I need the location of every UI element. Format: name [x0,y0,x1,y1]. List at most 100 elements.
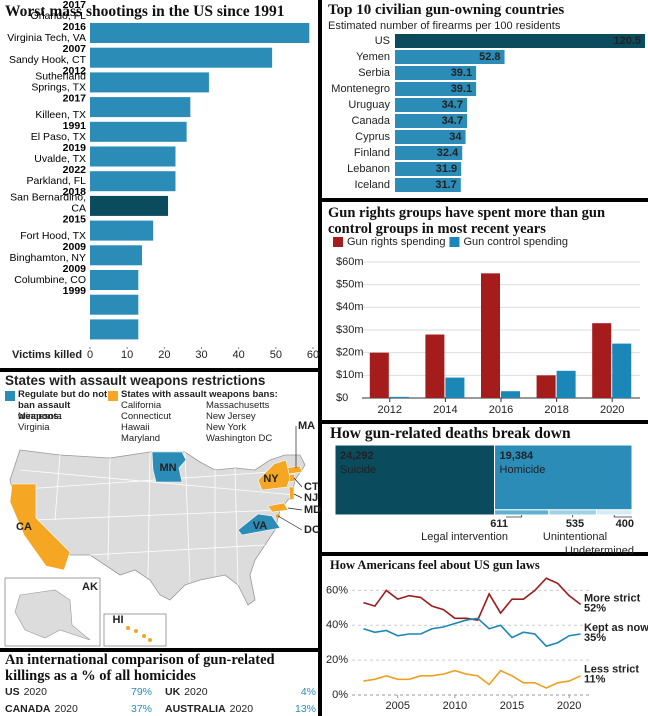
year-label: 2009 [62,263,86,275]
bar [90,146,176,167]
category-label: Yemen [356,51,390,63]
country: CANADA [5,703,51,715]
bar-label: Orlando, FL 2016 [0,11,86,33]
series-label: Kept as now [584,622,648,634]
treemap-cell [595,509,633,516]
treemap-cell [548,509,597,516]
x-tick-label: 0 [87,349,93,361]
category-label: Sandy Hook, CT [8,54,86,66]
chart-subtitle: Estimated number of firearms per 100 res… [328,20,561,32]
state-label: MA [298,420,315,432]
bar [90,220,154,241]
value: 4% [300,686,316,698]
bar [90,294,139,315]
x-tick-label: 50 [270,349,282,361]
value-label: 11% [584,674,606,686]
legend-label: Gun control spending [463,236,568,248]
bar [389,396,409,398]
state [134,629,138,633]
country-outline [9,449,306,606]
category-label: US [375,35,390,47]
chart-title: Gun rights groups have spent more than g… [328,205,606,237]
x-tick-label: 2020 [600,404,624,416]
legend-state: New Jersey [206,411,256,422]
year-label: 1991 [62,120,86,132]
bar-label: Uvalde, TX 2022 [0,154,86,176]
bar [501,391,521,398]
panel [322,0,648,198]
category-label: Parkland, FL [26,175,86,187]
category-label: San Bernardino, CA [10,191,86,215]
bar [395,146,463,160]
state-borders [9,451,301,586]
category-label: Unintentional [543,531,607,543]
y-tick-label: 0% [332,689,348,701]
x-tick-label: 2014 [433,404,457,416]
state [267,502,289,513]
x-tick-label: 2020 [557,700,581,712]
x-tick-label: 60 [307,349,319,361]
leader-line [287,507,303,511]
legend-state: Virginia [18,422,50,433]
bar [556,370,576,398]
state-label: MD [304,504,321,516]
bar [536,375,556,398]
bar [90,121,187,142]
value-label: 24,292 [340,450,374,462]
chart-title: Worst mass shootings in the US since 199… [5,3,285,20]
year-label: 2016 [62,21,86,33]
legend-swatch [108,391,118,401]
category-label: El Paso, TX [30,131,86,143]
x-tick-label: 10 [121,349,133,361]
bar [90,195,169,216]
bar-label: Columbine, CO 1999 [0,275,86,297]
category-label: Canada [351,115,390,127]
value-label: 120.5 [613,35,641,47]
bar [395,50,505,64]
value-label: 400 [616,518,634,530]
state [237,513,281,536]
value: 37% [130,703,152,715]
category-label: Columbine, CO [14,274,86,286]
x-tick-label: 2018 [544,404,568,416]
y-tick-label: $10m [336,369,364,381]
state [148,638,152,642]
category-label: Binghamton, NY [9,252,86,264]
bar-label: San Bernardino, CA 2015 [0,191,86,226]
y-tick-label: $30m [336,324,364,336]
category-label: Suicide [340,464,376,476]
state [151,451,187,483]
leader-line [293,493,303,499]
value-label: 34.7 [442,99,463,111]
bar-label: Parkland, FL 2018 [0,176,86,198]
country: AUSTRALIA [165,703,226,715]
state [288,486,295,501]
bar-label: Killeen, TX 1991 [0,110,86,132]
x-tick-label: 2015 [500,700,524,712]
state-label: CT [304,481,319,493]
y-tick-label: $40m [336,301,364,313]
year-label: 2012 [62,65,86,77]
value-label: 34 [449,131,462,143]
bar-label: Las Vegas, NV2017 [0,0,86,11]
value: 13% [294,703,316,715]
year-label: 2018 [62,186,86,198]
map-title: States with assault weapons restrictions [5,373,266,388]
chart-title: How Americans feel about US gun laws [330,558,540,572]
bar [395,178,461,192]
value-label: 611 [490,518,508,530]
state-label: NY [263,473,279,485]
year-label: 2022 [62,164,86,176]
category-label: Iceland [355,179,390,191]
line [363,617,581,648]
value-label: 52% [584,602,606,614]
x-tick-label: 2010 [443,700,467,712]
year-label: 1999 [62,285,86,297]
value: 79% [130,686,152,698]
year-label: 2017 [62,92,86,105]
comparison-row: CANADA 2020 [5,703,78,715]
x-tick-label: 20 [158,349,170,361]
country: US [5,686,20,698]
value-label: 39.1 [451,83,472,95]
category-label: Undetermined [565,545,634,557]
